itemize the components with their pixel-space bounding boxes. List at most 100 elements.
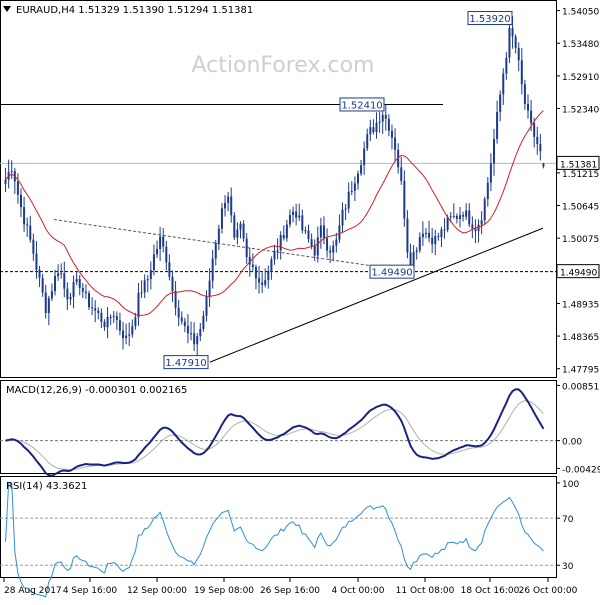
candle-body bbox=[236, 229, 239, 238]
macd-tick-label: 0.008517 bbox=[562, 382, 600, 392]
candle-body bbox=[533, 122, 536, 137]
candle-body bbox=[230, 196, 233, 216]
candle-body bbox=[523, 84, 526, 104]
price-tag-box bbox=[556, 155, 600, 170]
candle bbox=[100, 308, 103, 329]
candle-body bbox=[100, 312, 103, 322]
candle bbox=[511, 16, 514, 49]
candle-body bbox=[292, 211, 295, 216]
candle bbox=[109, 314, 112, 325]
candle bbox=[13, 168, 16, 194]
candle bbox=[50, 283, 53, 301]
candle bbox=[137, 282, 140, 326]
rsi-panel-frame bbox=[0, 476, 557, 578]
price-panel-frame bbox=[0, 0, 557, 378]
candle bbox=[282, 225, 285, 241]
price-chart-title: EURAUD,H4 1.51329 1.51390 1.51294 1.5138… bbox=[16, 5, 253, 16]
collapse-triangle-icon[interactable] bbox=[3, 6, 11, 12]
candle-body bbox=[177, 307, 180, 318]
candle-body bbox=[326, 238, 329, 251]
candle-body bbox=[366, 134, 369, 149]
candle-body bbox=[409, 252, 412, 268]
candle bbox=[122, 321, 125, 350]
price-label: 1.49490 bbox=[371, 268, 412, 279]
candle bbox=[217, 224, 220, 251]
watermark: ActionForex.com bbox=[192, 53, 375, 78]
candle bbox=[251, 253, 254, 271]
candle-body bbox=[94, 308, 97, 311]
candle bbox=[316, 226, 319, 263]
candle-body bbox=[304, 230, 307, 232]
candle-body bbox=[211, 258, 214, 281]
candle bbox=[208, 268, 211, 307]
candle bbox=[496, 100, 499, 144]
candle bbox=[295, 203, 298, 226]
candle bbox=[57, 264, 60, 281]
candle bbox=[227, 192, 230, 212]
axis-ticks bbox=[3, 10, 560, 582]
candle-body bbox=[78, 279, 81, 288]
candle bbox=[91, 297, 94, 316]
candle-body bbox=[316, 237, 319, 256]
candle bbox=[505, 51, 508, 80]
candle-body bbox=[390, 130, 393, 138]
candle-body bbox=[220, 208, 223, 229]
candle bbox=[332, 240, 335, 262]
candle bbox=[174, 281, 177, 316]
candle-body bbox=[125, 335, 128, 339]
candle-body bbox=[372, 127, 375, 133]
candle-body bbox=[363, 148, 366, 166]
candle bbox=[32, 233, 35, 261]
candle bbox=[214, 239, 217, 266]
candle bbox=[78, 275, 81, 296]
candle-body bbox=[10, 171, 13, 173]
candle bbox=[492, 128, 495, 176]
y-axis-labels: 1.54050 1.53480 1.52910 1.52340 1.51215 1.506… bbox=[556, 8, 600, 572]
candle-body bbox=[23, 207, 26, 225]
candle-body bbox=[264, 280, 267, 285]
candle bbox=[239, 221, 242, 239]
candle bbox=[143, 274, 146, 299]
candle bbox=[94, 300, 97, 323]
candle-body bbox=[35, 253, 38, 270]
candle bbox=[326, 228, 329, 258]
candle-body bbox=[468, 210, 471, 225]
candle-body bbox=[332, 245, 335, 253]
candle bbox=[202, 310, 205, 332]
candle bbox=[261, 272, 264, 294]
candle-body bbox=[165, 246, 168, 263]
candles bbox=[4, 16, 545, 356]
price-tick-label: 1.52910 bbox=[562, 73, 599, 83]
macd-tick-label: -0.004296 bbox=[562, 465, 600, 475]
candle bbox=[403, 170, 406, 227]
candle-body bbox=[347, 191, 350, 209]
candle-body bbox=[97, 310, 100, 313]
candle-body bbox=[477, 224, 480, 232]
candle bbox=[322, 216, 325, 245]
candle-body bbox=[32, 239, 35, 254]
candle-body bbox=[131, 326, 134, 335]
x-tick-label: 11 Oct 08:00 bbox=[396, 586, 455, 596]
candle-body bbox=[279, 234, 282, 251]
price-label: 1.47910 bbox=[165, 358, 206, 369]
candle bbox=[539, 134, 542, 161]
candle-body bbox=[57, 273, 60, 277]
candle-body bbox=[539, 144, 542, 152]
candle-body bbox=[134, 317, 137, 327]
candle bbox=[72, 275, 75, 309]
candle bbox=[118, 312, 121, 336]
candle bbox=[258, 265, 261, 294]
price-tag-label: 1.51381 bbox=[560, 160, 597, 170]
x-axis-labels: 28 Aug 2017 4 Sep 16:00 12 Sep 00:00 19 Sep… bbox=[4, 586, 578, 596]
candle-body bbox=[156, 248, 159, 255]
candle-body bbox=[267, 271, 270, 281]
candle-body bbox=[202, 315, 205, 329]
candle bbox=[16, 173, 19, 204]
candle bbox=[347, 182, 350, 213]
price-label: 1.52410 bbox=[341, 100, 382, 111]
candle-body bbox=[341, 209, 344, 226]
candle-body bbox=[282, 234, 285, 239]
candle bbox=[44, 284, 47, 319]
candle bbox=[350, 181, 353, 196]
